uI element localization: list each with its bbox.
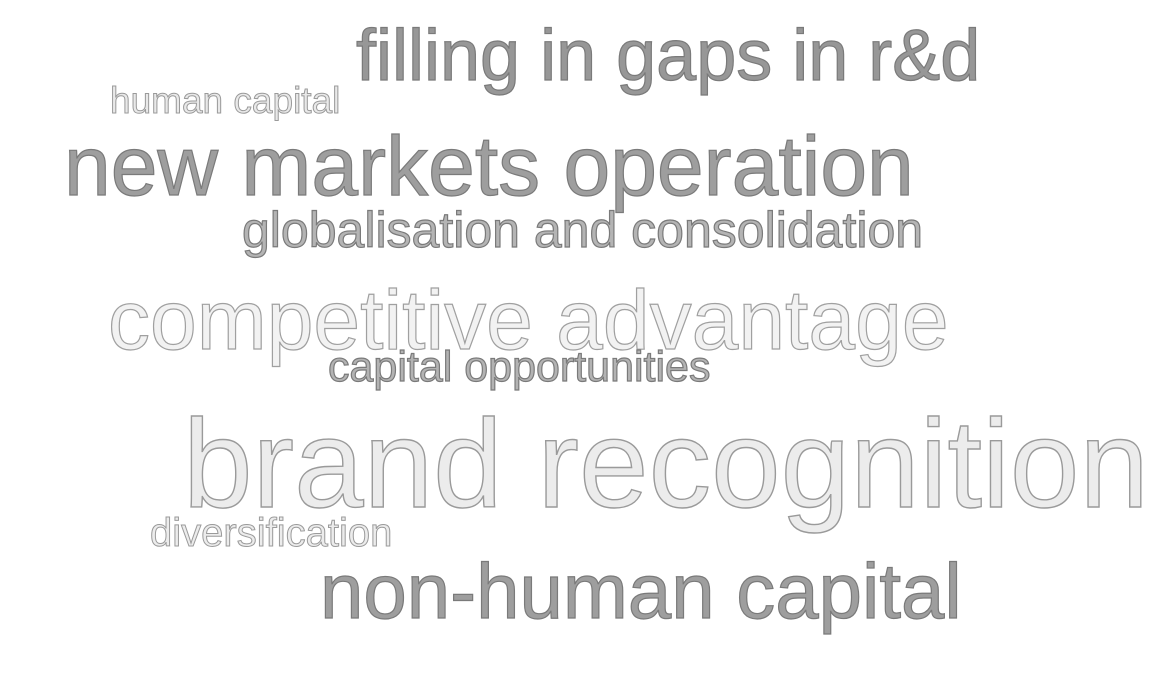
word-new-markets-operation: new markets operation	[63, 119, 914, 213]
word-diversification: diversification	[149, 511, 393, 555]
word-human-capital: human capital	[109, 80, 341, 121]
word-globalisation-and-consolidation: globalisation and consolidation	[241, 202, 924, 258]
word-filling-in-gaps-in-rd: filling in gaps in r&d	[355, 16, 981, 96]
word-capital-opportunities: capital opportunities	[327, 343, 711, 391]
word-brand-recognition: brand recognition	[182, 395, 1149, 534]
word-competitive-advantage: competitive advantage	[107, 273, 949, 367]
word-non-human-capital: non-human capital	[319, 547, 962, 635]
